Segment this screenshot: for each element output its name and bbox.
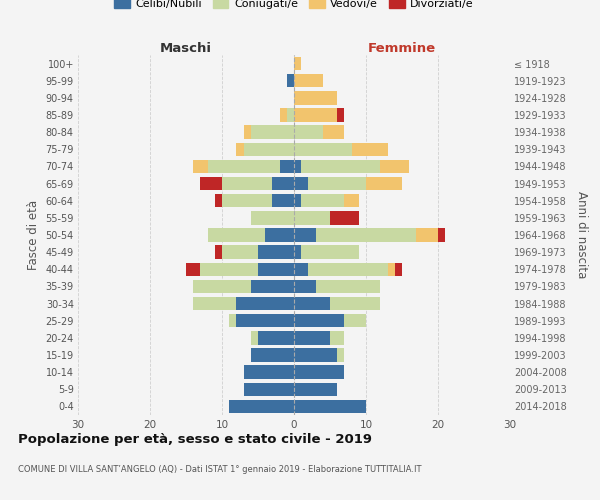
Bar [294,400,366,413]
Bar [344,314,366,328]
Bar [337,348,344,362]
Bar [236,297,294,310]
Bar [294,126,323,139]
Bar [287,108,294,122]
Legend: Celibi/Nubili, Coniugati/e, Vedovi/e, Divorziati/e: Celibi/Nubili, Coniugati/e, Vedovi/e, Di… [110,0,478,14]
Bar [222,177,272,190]
Bar [294,211,330,224]
Bar [366,177,402,190]
Bar [294,280,316,293]
Bar [251,348,294,362]
Text: Femmine: Femmine [368,42,436,55]
Bar [244,142,294,156]
Bar [301,194,344,207]
Bar [244,366,294,379]
Bar [294,74,323,88]
Bar [236,142,244,156]
Bar [294,228,316,241]
Bar [244,382,294,396]
Bar [380,160,409,173]
Bar [229,314,236,328]
Bar [294,366,344,379]
Bar [294,194,301,207]
Bar [301,160,380,173]
Bar [294,297,330,310]
Bar [330,297,380,310]
Bar [344,194,359,207]
Bar [416,228,438,241]
Text: Maschi: Maschi [160,42,212,55]
Bar [193,280,251,293]
Bar [308,177,366,190]
Bar [287,74,294,88]
Bar [323,126,344,139]
Bar [337,108,344,122]
Bar [244,126,251,139]
Bar [294,57,301,70]
Bar [294,108,337,122]
Bar [388,262,395,276]
Bar [222,194,272,207]
Bar [294,160,301,173]
Bar [272,194,294,207]
Bar [222,246,258,259]
Bar [229,400,294,413]
Bar [316,228,416,241]
Text: COMUNE DI VILLA SANT’ANGELO (AQ) - Dati ISTAT 1° gennaio 2019 - Elaborazione TUT: COMUNE DI VILLA SANT’ANGELO (AQ) - Dati … [18,466,421,474]
Bar [294,314,344,328]
Bar [308,262,388,276]
Bar [330,211,359,224]
Bar [294,262,308,276]
Bar [316,280,380,293]
Bar [215,246,222,259]
Bar [251,280,294,293]
Bar [251,211,294,224]
Bar [265,228,294,241]
Bar [208,228,265,241]
Bar [251,126,294,139]
Bar [208,160,280,173]
Bar [294,91,337,104]
Y-axis label: Fasce di età: Fasce di età [27,200,40,270]
Bar [294,331,330,344]
Text: Popolazione per età, sesso e stato civile - 2019: Popolazione per età, sesso e stato civil… [18,432,372,446]
Bar [280,160,294,173]
Bar [280,108,287,122]
Bar [294,348,337,362]
Bar [215,194,222,207]
Bar [258,246,294,259]
Bar [193,160,208,173]
Bar [200,262,258,276]
Bar [186,262,200,276]
Bar [330,331,344,344]
Bar [301,246,359,259]
Bar [258,331,294,344]
Bar [438,228,445,241]
Bar [200,177,222,190]
Bar [193,297,236,310]
Bar [294,382,337,396]
Bar [258,262,294,276]
Bar [251,331,258,344]
Bar [272,177,294,190]
Bar [236,314,294,328]
Bar [294,142,352,156]
Y-axis label: Anni di nascita: Anni di nascita [575,192,588,278]
Bar [294,177,308,190]
Bar [395,262,402,276]
Bar [352,142,388,156]
Bar [294,246,301,259]
